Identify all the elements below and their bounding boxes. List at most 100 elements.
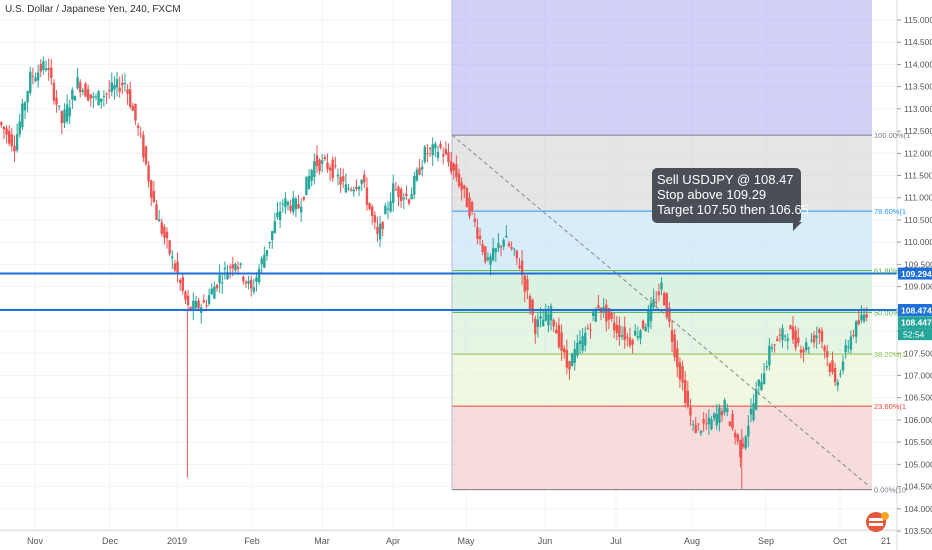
candle-body	[347, 188, 350, 190]
time-tick-label: 21	[881, 536, 891, 546]
candle-body	[636, 336, 640, 338]
callout-line-entry: Sell USDJPY @ 108.47	[657, 172, 794, 187]
candle-body	[641, 320, 645, 329]
candle-body	[668, 307, 671, 322]
candle-body	[741, 443, 745, 447]
horizontal-lines[interactable]	[0, 272, 897, 311]
candle-body	[549, 306, 553, 321]
candle-body	[249, 279, 253, 289]
candle-body	[762, 373, 766, 385]
candle-body	[344, 184, 348, 193]
candle-body	[686, 390, 690, 406]
price-tick-label: 111.000	[904, 193, 932, 203]
fib-retracement[interactable]	[451, 0, 872, 491]
time-axis[interactable]: Nov Dec 2019 Feb Mar Apr May Jun Jul Aug Sep Oct 21	[0, 529, 897, 546]
candle-body	[218, 275, 221, 284]
candle-body	[402, 197, 405, 200]
candle-body	[15, 134, 19, 151]
candle-body	[52, 82, 56, 101]
candle-body	[44, 68, 48, 71]
candle-body	[544, 311, 547, 321]
candle-body	[381, 222, 384, 230]
price-tick-label: 109.500	[904, 259, 932, 269]
candle-body	[365, 187, 369, 205]
price-tick-label: 109.000	[904, 282, 932, 292]
candle-body	[478, 235, 482, 240]
candle-body	[570, 353, 574, 367]
trade-callout[interactable]: Sell USDJPY @ 108.47 Stop above 109.29 T…	[652, 168, 809, 223]
candle-body	[491, 248, 495, 261]
candle-body	[452, 163, 455, 171]
price-tick-label: 103.500	[904, 526, 932, 536]
candle-body	[473, 218, 476, 222]
candle-body	[612, 322, 616, 331]
candle-body	[302, 196, 305, 200]
time-tick-label: Nov	[27, 536, 44, 546]
candle-body	[384, 205, 387, 215]
candle-body	[670, 330, 674, 342]
candle-body	[481, 244, 484, 253]
candle-body	[689, 407, 692, 416]
candle-body	[423, 146, 426, 162]
candle-body	[799, 349, 803, 353]
candle-body	[34, 77, 37, 82]
stop-price-label: 109.294	[901, 269, 932, 279]
candle-body	[21, 103, 24, 128]
callout-line-target: Target 107.50 then 106.65	[657, 202, 809, 217]
candle-body	[555, 329, 558, 334]
candle-body	[728, 421, 732, 427]
candle-body	[60, 111, 64, 124]
candle-body	[662, 293, 666, 306]
candle-body	[683, 379, 687, 404]
candle-body	[615, 324, 619, 333]
candle-body	[660, 282, 663, 290]
candle-body	[839, 373, 842, 375]
candle-body	[121, 82, 124, 86]
candle-body	[836, 382, 839, 386]
candle-body	[468, 197, 471, 217]
fib-trend-line[interactable]	[451, 134, 871, 488]
candle-body	[534, 318, 537, 335]
candle-body	[552, 319, 555, 327]
price-tick-label: 107.500	[904, 348, 932, 358]
candle-body	[176, 261, 179, 275]
candle-body	[594, 308, 597, 322]
candle-body	[36, 72, 40, 81]
candle-body	[294, 198, 298, 210]
candle-body	[289, 205, 292, 211]
candle-body	[841, 361, 845, 371]
candle-body	[644, 326, 647, 332]
fib-level-label: 38.20%(1	[874, 350, 906, 359]
candle-body	[415, 169, 419, 181]
candle-body	[826, 351, 829, 358]
candle-body	[0, 122, 3, 125]
candle-body	[113, 84, 116, 90]
candle-body	[791, 326, 795, 340]
candle-body	[399, 189, 403, 202]
candle-body	[397, 186, 400, 198]
candle-body	[326, 162, 329, 170]
candle-body	[157, 219, 161, 222]
candle-body	[136, 125, 140, 128]
candle-body	[802, 349, 805, 353]
candle-body	[271, 231, 274, 241]
time-tick-label: 2019	[167, 536, 187, 546]
candle-body	[673, 334, 676, 358]
candle-body	[328, 167, 332, 171]
fib-level-label: 100.00%(1	[874, 131, 910, 140]
candle-body	[705, 423, 708, 425]
candle-body	[278, 211, 282, 221]
candle-body	[410, 193, 413, 200]
candle-body	[541, 319, 545, 327]
candle-body	[770, 347, 774, 349]
candle-body	[186, 295, 190, 306]
time-tick-label: Dec	[102, 536, 119, 546]
candle-body	[273, 221, 277, 233]
candle-body	[13, 145, 16, 152]
candle-body	[26, 91, 29, 103]
price-tick-label: 112.000	[904, 148, 932, 158]
candle-body	[131, 106, 135, 111]
candle-body	[378, 223, 382, 240]
candle-body	[418, 168, 421, 175]
